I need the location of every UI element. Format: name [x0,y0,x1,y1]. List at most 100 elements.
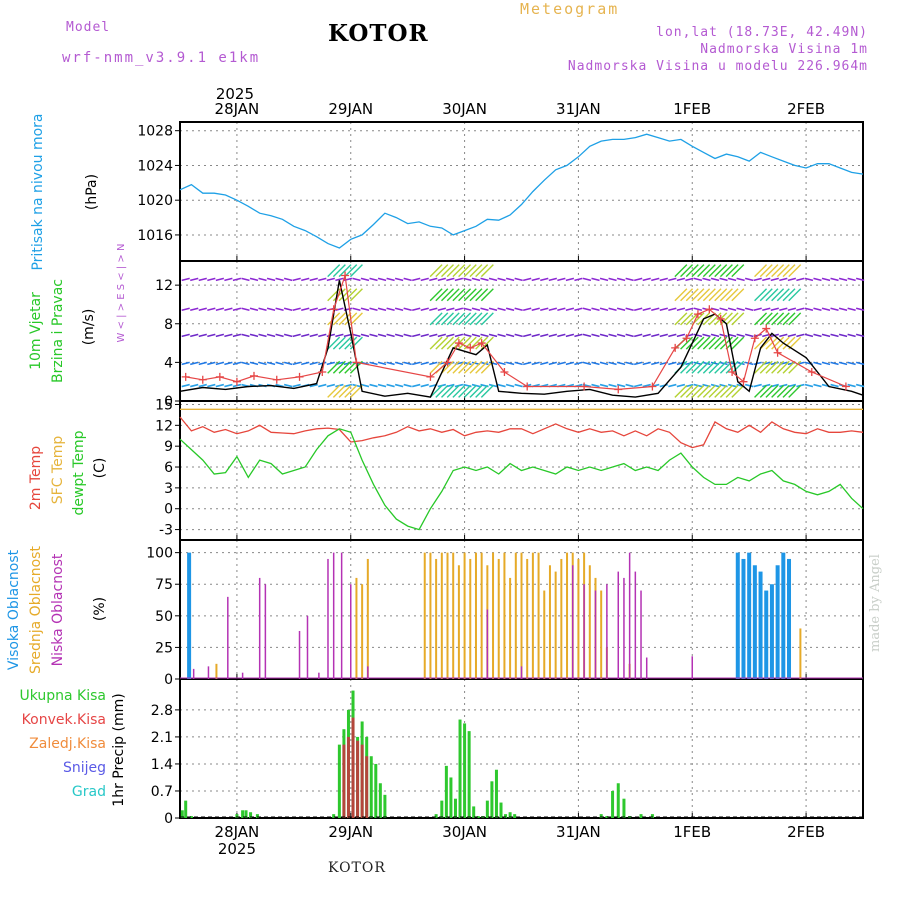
wind-arrow [283,383,293,388]
low-cloud-bar [192,668,195,679]
mid-cloud-bar [446,552,449,679]
wind-arrow [659,333,668,338]
precip-bar [255,814,259,818]
wind-arrow-strong [680,288,694,302]
wind-arrow-strong [765,384,779,398]
wind-arrow [275,277,284,282]
wind-unit: (m/s) [81,309,97,346]
wind-arrow [557,307,566,312]
wind-arrow [377,307,387,312]
wind-arrow [301,333,310,338]
wind-arrow [787,307,797,312]
conv-precip-bar [351,717,355,818]
wind-arrow [651,307,660,312]
t2-line [179,416,864,449]
wind-arrow-strong [441,360,455,374]
wind-arrow-strong [731,336,745,350]
x-tick-label-bottom: 29JAN [328,823,373,841]
gust-marker [477,339,486,348]
mid-cloud-bar [520,552,523,679]
gust-marker [716,314,725,323]
wind-arrow [326,383,336,388]
wind-arrow [855,333,865,338]
wind-arrow-strong [435,264,449,278]
wind-arrow [232,307,242,312]
low-cloud-bar [628,552,631,679]
wind-arrow [386,361,395,366]
wind-arrow-strong [708,312,722,326]
mid-cloud-bar [429,552,432,679]
wind-arrow [394,307,404,312]
wind-arrow [668,383,677,388]
wind-arrow [275,333,284,338]
precip-bar [453,798,457,818]
wind-arrow [719,277,728,282]
wind-arrow [633,361,643,366]
high-cloud-bar [769,584,774,679]
y-tick-label: 75 [155,577,173,593]
wind-arrow-strong [754,360,768,374]
low-cloud-bar [264,584,267,679]
wind-arrow [505,277,515,282]
wind-arrow [471,333,481,338]
wind-arrow-strong [441,336,455,350]
wind-arrow-strong [680,336,694,350]
wind-arrow-strong [475,360,489,374]
wind-arrow-strong [458,336,472,350]
gust-marker [841,382,850,391]
wind-arrow [659,383,668,388]
wind-arrow [369,307,378,312]
wind-arrow-strong [725,384,739,398]
wind-arrow [779,307,788,312]
wind-arrow [608,361,617,366]
wind-arrow [821,333,831,338]
panel-frame [179,678,864,819]
wind-arrow [796,277,805,282]
wind-arrow [693,307,703,312]
mid-cloud-bar [474,552,477,679]
gust-line [185,275,847,391]
gust-marker [807,368,816,377]
wind-arrow [770,307,779,312]
wind-arrow [181,383,190,388]
model-label: Model [66,20,111,35]
wind-arrow-strong [776,312,790,326]
gust-marker [523,382,532,391]
wind-arrow [591,333,600,338]
wind-arrow [565,307,575,312]
wind-arrow [394,333,404,338]
wind-arrow [847,383,856,388]
wind-arrow [847,277,856,282]
gust-marker [341,271,350,280]
wind-arrow [531,277,540,282]
wind-arrow [565,333,575,338]
wind-arrow [642,277,651,282]
y-tick-label: 12 [155,418,173,434]
wind-arrow-strong [714,360,728,374]
wind-arrow-strong [338,384,352,398]
low-cloud-bar [645,657,648,679]
wind-arrow [266,333,276,338]
wind-arrow [616,333,626,338]
wind-arrow [309,333,318,338]
wind-arrow [241,277,250,282]
wind-arrow-strong [754,264,768,278]
wind-arrow [190,333,199,338]
wind-arrow-strong [475,384,489,398]
t2-axis-label: 2m Temp [28,446,44,510]
wind-arrow-strong [344,264,358,278]
wind-arrow-strong [702,264,716,278]
wind-arrow [505,383,515,388]
wind-arrow [676,383,686,388]
credit-watermark: made by Angel [868,554,883,652]
wind-arrow [266,307,276,312]
conv-precip-bar [360,744,364,818]
wind-arrow [591,361,600,366]
wind-arrow [198,383,207,388]
wind-arrow-strong [731,264,745,278]
wind-arrow [241,361,250,366]
wind-arrow [420,333,429,338]
wind-arrow-strong [771,288,785,302]
wind-arrow [813,361,822,366]
wind-arrow [804,333,814,338]
